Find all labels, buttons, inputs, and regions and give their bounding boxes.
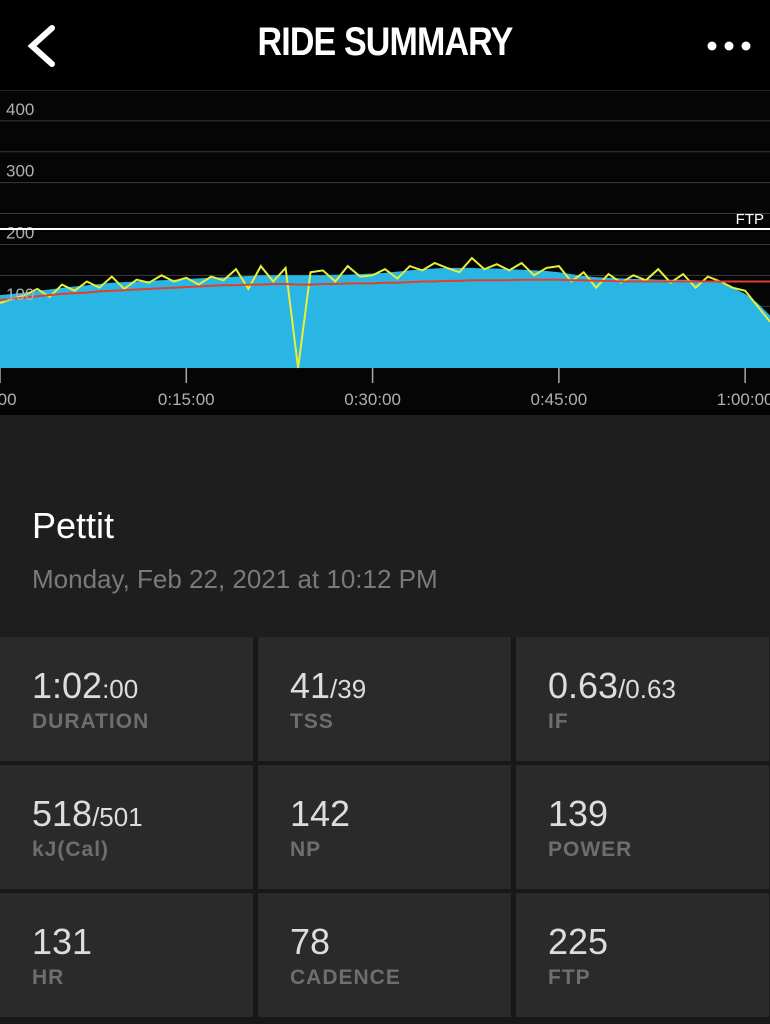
stat-value-row: 518/501 — [32, 793, 143, 835]
y-tick-label: 300 — [6, 162, 34, 181]
stat-cell: 78 CADENCE — [258, 893, 511, 1017]
x-tick-label: 1:00:00 — [717, 390, 770, 409]
title: RIDE SUMMARY — [257, 20, 514, 64]
y-tick-label: 200 — [6, 223, 34, 242]
ftp-label: FTP — [736, 211, 764, 228]
stat-value-row: 131 — [32, 921, 92, 963]
chart: 100 200 300 400 FTP 0:00 0:15:00 0:30:00 0:45:00… — [0, 90, 770, 415]
stat-value-row: 1:02:00 — [32, 665, 138, 707]
stat-value-row: 225 — [548, 921, 608, 963]
data-line — [0, 256, 770, 369]
stat-cell: 131 HR — [0, 893, 253, 1017]
back-button[interactable] — [27, 25, 55, 67]
stat-label: HR — [32, 966, 65, 989]
y-tick-label: 100 — [6, 285, 34, 304]
stat-label: NP — [290, 838, 322, 861]
stat-value-row: 41/39 — [290, 665, 366, 707]
stat-value: 518 — [32, 793, 93, 834]
stat-cell: 41/39 TSS — [258, 637, 511, 761]
stat-secondary: /0.63 — [618, 674, 676, 704]
stat-cell: 1:02:00 DURATION — [0, 637, 253, 761]
stat-value: 139 — [548, 793, 609, 834]
stat-value-row: 139 — [548, 793, 608, 835]
stat-value: 225 — [548, 921, 609, 962]
stat-cell: 0.63/0.63 IF — [516, 637, 769, 761]
x-tick-label: 0:45:00 — [531, 390, 588, 409]
stat-cell: 139 POWER — [516, 765, 769, 889]
x-tick-label: 0:30:00 — [344, 390, 401, 409]
stat-cell: 225 FTP — [516, 893, 769, 1017]
ride-name: Pettit — [32, 505, 115, 546]
power-area — [0, 267, 770, 368]
ride-info: Pettit Monday, Feb 22, 2021 at 10:12 PM — [0, 415, 770, 637]
stat-label: FTP — [548, 966, 591, 989]
stat-value-row: 78 — [290, 921, 330, 963]
stat-value: 131 — [32, 921, 93, 962]
ride-date: Monday, Feb 22, 2021 at 10:12 PM — [32, 564, 438, 594]
stat-secondary: :00 — [102, 674, 139, 704]
stat-value: 142 — [290, 793, 351, 834]
stat-cell: 518/501 kJ(Cal) — [0, 765, 253, 889]
stats-grid: 1:02:00 DURATION 41/39 TSS 0.63/0.63 IF 518/50… — [0, 637, 770, 1024]
data-line — [0, 278, 770, 301]
stat-label: IF — [548, 710, 569, 733]
stat-value: 0.63 — [548, 665, 619, 706]
stat-label: POWER — [548, 838, 633, 861]
stat-value: 78 — [290, 921, 331, 962]
stat-value: 41 — [290, 665, 331, 706]
stat-label: kJ(Cal) — [32, 838, 110, 861]
stat-label: CADENCE — [290, 966, 401, 989]
x-tick-label: 0:00 — [0, 390, 17, 409]
stat-secondary: /501 — [92, 802, 143, 832]
more-button[interactable] — [707, 41, 751, 51]
stat-value-row: 0.63/0.63 — [548, 665, 676, 707]
y-tick-label: 400 — [6, 100, 34, 119]
stat-value-row: 142 — [290, 793, 350, 835]
stat-cell: 142 NP — [258, 765, 511, 889]
stat-secondary: /39 — [330, 674, 367, 704]
stat-value: 1:02 — [32, 665, 103, 706]
header: RIDE SUMMARY — [0, 0, 770, 90]
header-icons — [27, 25, 751, 67]
stat-label: TSS — [290, 710, 334, 733]
stat-label: DURATION — [32, 710, 150, 733]
x-tick-label: 0:15:00 — [158, 390, 215, 409]
